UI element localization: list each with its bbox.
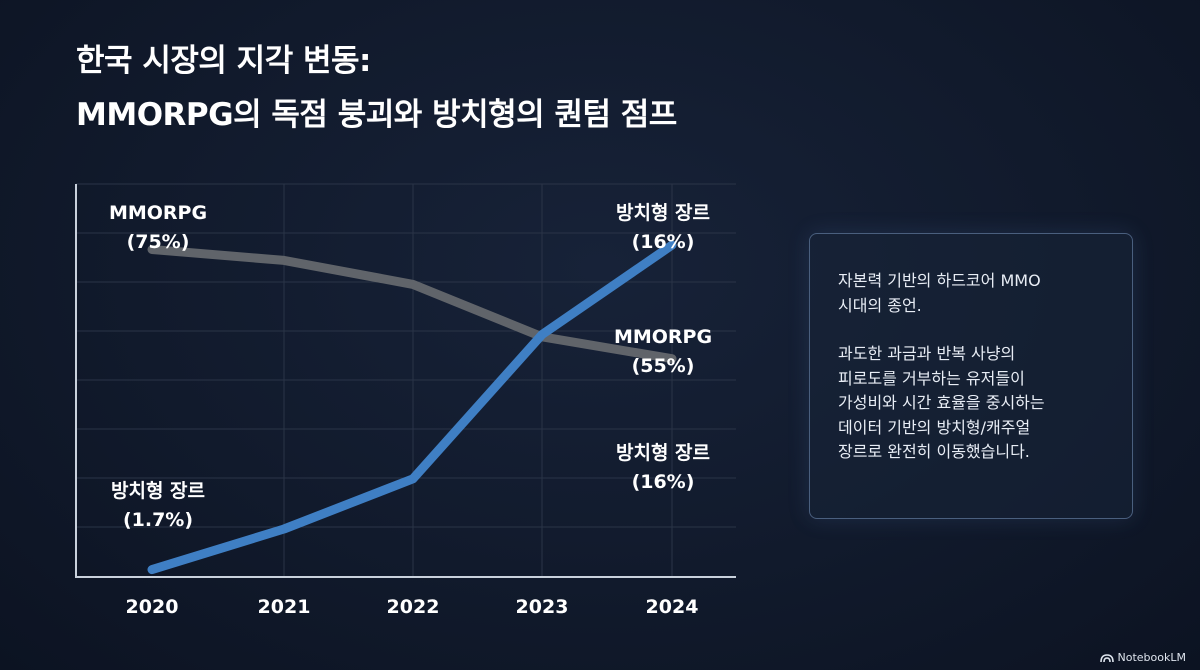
annotation-4-line-1: (16%) (632, 471, 695, 493)
annotation-0-line-0: MMORPG (109, 202, 207, 224)
annotation-2-line-1: (16%) (632, 231, 695, 253)
annotation-2-line-0: 방치형 장르 (616, 202, 710, 224)
annotation-0-line-1: (75%) (127, 231, 190, 253)
insight-paragraph-2: 과도한 과금과 반복 사냥의 피로도를 거부하는 유저들이 가성비와 시간 효율… (838, 344, 1045, 461)
notebooklm-logo-icon (1099, 653, 1114, 662)
annotation-1-line-1: (1.7%) (123, 509, 193, 531)
x-tick-label-2022: 2022 (387, 596, 440, 618)
series-line-idle-genre (147, 240, 677, 575)
insight-panel: 자본력 기반의 하드코어 MMO 시대의 종언. 과도한 과금과 반복 사냥의 … (809, 233, 1133, 519)
footer-brand: NotebookLM (1099, 651, 1186, 664)
x-tick-label-2023: 2023 (516, 596, 569, 618)
annotation-3-line-1: (55%) (632, 355, 695, 377)
annotation-4-line-0: 방치형 장르 (616, 442, 710, 464)
x-tick-label-2021: 2021 (258, 596, 311, 618)
x-tick-label-2020: 2020 (126, 596, 179, 618)
annotation-3-line-0: MMORPG (614, 326, 712, 348)
insight-paragraph-1: 자본력 기반의 하드코어 MMO 시대의 종언. (838, 271, 1041, 315)
annotation-1-line-0: 방치형 장르 (111, 480, 205, 502)
title-line-2: MMORPG의 독점 붕괴와 방치형의 퀀텀 점프 (76, 97, 677, 133)
x-tick-label-2024: 2024 (646, 596, 699, 618)
title-line-1: 한국 시장의 지각 변동: (76, 43, 371, 79)
page-title: 한국 시장의 지각 변동: MMORPG의 독점 붕괴와 방치형의 퀀텀 점프 (76, 34, 677, 142)
footer-brand-text: NotebookLM (1117, 651, 1186, 664)
